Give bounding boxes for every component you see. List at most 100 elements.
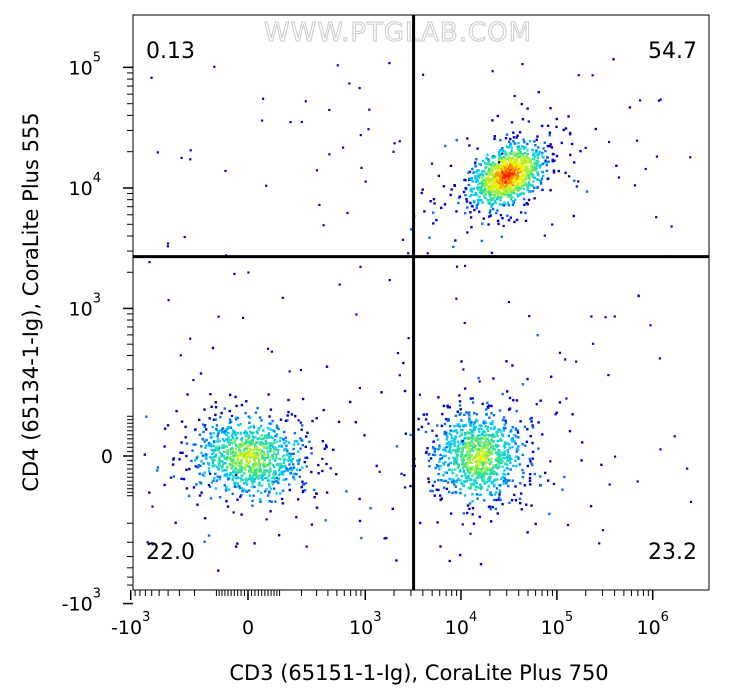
event-dot <box>528 170 531 173</box>
event-dot <box>435 488 438 491</box>
event-dot <box>510 499 514 502</box>
event-dot <box>218 477 221 481</box>
event-dot <box>238 485 241 488</box>
event-dot <box>225 466 229 469</box>
event-dot <box>235 481 238 485</box>
event-dot <box>270 435 273 439</box>
event-dot <box>188 467 191 471</box>
event-dot <box>447 450 450 453</box>
event-dot <box>489 457 493 461</box>
event-dot <box>513 142 517 145</box>
event-dot <box>241 490 244 493</box>
event-dot <box>221 446 224 449</box>
event-dot <box>499 181 502 184</box>
event-dot <box>202 462 205 465</box>
event-dot <box>432 211 435 214</box>
event-dot <box>209 497 213 500</box>
event-dot <box>508 167 511 171</box>
event-dot <box>686 467 689 470</box>
event-dot <box>572 214 575 218</box>
event-dot <box>513 220 516 224</box>
event-dot <box>245 460 249 464</box>
event-dot <box>337 420 341 424</box>
event-dot <box>515 136 518 139</box>
event-dot <box>521 164 524 167</box>
event-dot <box>264 434 267 437</box>
event-dot <box>398 140 401 143</box>
event-dot <box>255 463 258 467</box>
event-dot <box>515 399 519 402</box>
event-dot <box>472 473 476 476</box>
event-dot <box>491 184 494 187</box>
event-dot <box>493 179 497 182</box>
event-dot <box>438 468 441 471</box>
event-dot <box>498 203 502 206</box>
event-dot <box>215 479 218 482</box>
event-dot <box>244 412 247 415</box>
event-dot <box>459 412 462 415</box>
event-dot <box>325 444 328 447</box>
event-dot <box>492 185 495 188</box>
event-dot <box>266 426 270 430</box>
event-dot <box>526 377 529 381</box>
event-dot <box>163 427 167 430</box>
event-dot <box>227 488 231 491</box>
event-dot <box>477 471 481 474</box>
event-dot <box>491 446 494 450</box>
event-dot <box>498 163 501 166</box>
event-dot <box>474 192 477 195</box>
event-dot <box>234 471 238 474</box>
event-dot <box>266 476 269 479</box>
event-dot <box>286 414 289 417</box>
event-dot <box>482 455 485 459</box>
event-dot <box>501 170 504 173</box>
event-dot <box>577 180 580 183</box>
event-dot <box>493 167 496 170</box>
event-dot <box>470 177 473 180</box>
event-dot <box>237 476 240 479</box>
event-dot <box>467 470 470 473</box>
event-dot <box>224 461 227 465</box>
event-dot <box>494 443 498 447</box>
event-dot <box>485 445 488 448</box>
event-dot <box>303 460 306 464</box>
event-dot <box>288 488 291 492</box>
event-dot <box>273 487 276 490</box>
event-dot <box>492 176 495 179</box>
event-dot <box>277 427 280 431</box>
event-dot <box>354 421 357 424</box>
event-dot <box>271 457 274 460</box>
event-dot <box>469 419 472 423</box>
event-dot <box>460 440 463 444</box>
event-dot <box>235 460 238 463</box>
event-dot <box>167 299 170 302</box>
event-dot <box>287 441 291 444</box>
event-dot <box>251 469 254 473</box>
event-dot <box>480 441 483 444</box>
event-dot <box>450 434 453 437</box>
event-dot <box>527 120 530 123</box>
event-dot <box>231 460 235 463</box>
event-dot <box>483 452 486 455</box>
event-dot <box>222 463 225 466</box>
event-dot <box>523 484 527 487</box>
event-dot <box>469 455 473 458</box>
event-dot <box>404 486 407 489</box>
event-dot <box>207 534 211 537</box>
event-dot <box>529 460 532 463</box>
event-dot <box>273 452 276 455</box>
event-dot <box>325 445 328 449</box>
event-dot <box>550 146 554 149</box>
event-dot <box>477 201 480 204</box>
event-dot <box>247 271 250 274</box>
event-dot <box>516 162 519 166</box>
event-dot <box>517 456 520 459</box>
event-dot <box>484 421 488 424</box>
event-dot <box>207 484 210 487</box>
event-dot <box>600 463 603 466</box>
event-dot <box>444 471 447 474</box>
event-dot <box>431 484 435 487</box>
event-dot <box>300 120 303 124</box>
event-dot <box>476 169 479 172</box>
event-dot <box>280 472 283 475</box>
